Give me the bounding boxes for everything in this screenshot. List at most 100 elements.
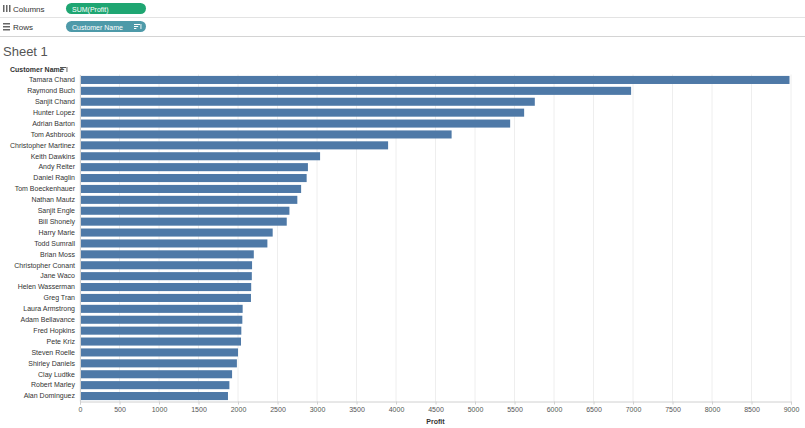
columns-icon	[3, 5, 11, 12]
category-label: Christopher Conant	[14, 261, 75, 269]
bars	[80, 76, 789, 400]
bar[interactable]	[80, 130, 452, 138]
page: ColumnsRowsSUM(Profit)Customer NameSheet…	[0, 0, 805, 428]
x-tick-label: 6000	[547, 406, 563, 413]
bar[interactable]	[80, 207, 289, 215]
sort-icon-bar[interactable]	[134, 24, 140, 25]
grid-line	[791, 75, 792, 402]
pill-label[interactable]: SUM(Profit)	[72, 6, 109, 14]
y-tick: Daniel Raglin	[33, 174, 80, 182]
category-label: Pete Kriz	[47, 338, 76, 345]
grid-line	[672, 75, 673, 402]
sort-icon-bar[interactable]	[66, 67, 68, 72]
bar[interactable]	[80, 338, 241, 346]
pill[interactable]: Customer Name	[66, 21, 146, 32]
bar[interactable]	[80, 196, 297, 204]
shelves: ColumnsRowsSUM(Profit)Customer Name	[0, 0, 805, 37]
pill[interactable]: SUM(Profit)	[66, 3, 146, 14]
sort-icon-bar[interactable]	[60, 71, 62, 72]
bar[interactable]	[80, 272, 252, 280]
columns-icon-bar	[6, 5, 8, 12]
category-label: Steven Roelle	[31, 349, 75, 356]
x-tick-mark	[199, 402, 200, 405]
x-tick-label: 3500	[349, 406, 365, 413]
bar[interactable]	[80, 294, 251, 302]
bar[interactable]	[80, 120, 510, 128]
bar[interactable]	[80, 305, 243, 313]
bar[interactable]	[80, 98, 535, 106]
bar[interactable]	[80, 239, 267, 247]
x-tick-mark	[594, 402, 595, 405]
pill-shape[interactable]	[66, 21, 146, 32]
sort-icon-bar[interactable]	[60, 67, 66, 68]
sort-icon[interactable]	[60, 67, 67, 72]
shelf-label: Columns	[13, 5, 45, 14]
bar[interactable]	[80, 359, 237, 367]
y-tick: Jane Waco	[40, 272, 80, 279]
x-tick-label: 1500	[191, 406, 207, 413]
bar[interactable]	[80, 141, 388, 149]
x-tick-label: 7500	[665, 406, 681, 413]
chart-title: Sheet 1	[3, 44, 48, 59]
bar[interactable]	[80, 283, 251, 291]
bar[interactable]	[80, 381, 229, 389]
pill-label[interactable]: Customer Name	[72, 24, 123, 31]
y-tick: Sanjit Chand	[35, 98, 80, 106]
x-tick: 500	[114, 402, 126, 414]
x-tick: 6500	[586, 402, 602, 414]
x-tick: 4500	[428, 402, 444, 414]
x-tick-label: 1000	[152, 406, 168, 413]
y-tick: Fred Hopkins	[33, 327, 80, 335]
x-tick: 1500	[191, 402, 207, 414]
grid-line	[712, 75, 713, 402]
sort-icon-bar[interactable]	[134, 28, 136, 29]
pill-shape[interactable]	[66, 3, 146, 14]
category-label: Andy Reiter	[38, 163, 75, 171]
bar[interactable]	[80, 370, 232, 378]
y-tick: Christopher Conant	[14, 261, 80, 269]
bar[interactable]	[80, 163, 308, 171]
bar[interactable]	[80, 76, 789, 84]
x-tick-label: 9000	[784, 406, 800, 413]
y-tick: Andy Reiter	[38, 163, 80, 171]
category-label: Jane Waco	[40, 272, 75, 279]
bar[interactable]	[80, 261, 252, 269]
bar[interactable]	[80, 87, 631, 95]
x-tick-mark	[436, 402, 437, 405]
columns-icon-bar	[9, 5, 11, 12]
x-tick: 6000	[547, 402, 563, 414]
sort-icon-bar[interactable]	[60, 69, 64, 70]
bar[interactable]	[80, 218, 287, 226]
bar[interactable]	[80, 327, 241, 335]
bar[interactable]	[80, 316, 242, 324]
category-label: Hunter Lopez	[33, 109, 76, 117]
bar[interactable]	[80, 250, 254, 258]
sort-icon-bar[interactable]	[140, 24, 142, 29]
bar[interactable]	[80, 152, 320, 160]
grid	[80, 75, 791, 402]
category-label: Todd Sumrall	[34, 240, 75, 247]
sort-icon-bar[interactable]	[134, 26, 138, 27]
rows-icon-bar	[3, 26, 10, 28]
bar[interactable]	[80, 229, 273, 237]
category-label: Raymond Buch	[27, 87, 75, 95]
bar[interactable]	[80, 185, 301, 193]
category-label: Keith Dawkins	[31, 152, 76, 159]
y-tick: Shirley Daniels	[28, 360, 80, 368]
y-tick: Nathan Mautz	[31, 196, 80, 203]
x-tick: 3000	[310, 402, 326, 414]
x-tick-label: 5000	[468, 406, 484, 413]
x-tick-mark	[791, 402, 792, 405]
x-tick-mark	[673, 402, 674, 405]
category-label: Nathan Mautz	[31, 196, 75, 203]
sort-icon[interactable]	[134, 24, 141, 29]
category-label: Shirley Daniels	[28, 360, 75, 368]
y-tick: Keith Dawkins	[31, 152, 80, 159]
bar[interactable]	[80, 174, 307, 182]
category-label: Tamara Chand	[29, 76, 75, 83]
bar[interactable]	[80, 392, 228, 400]
bar[interactable]	[80, 348, 238, 356]
x-axis-line	[81, 402, 792, 405]
y-tick: Steven Roelle	[31, 349, 80, 356]
bar[interactable]	[80, 109, 524, 117]
